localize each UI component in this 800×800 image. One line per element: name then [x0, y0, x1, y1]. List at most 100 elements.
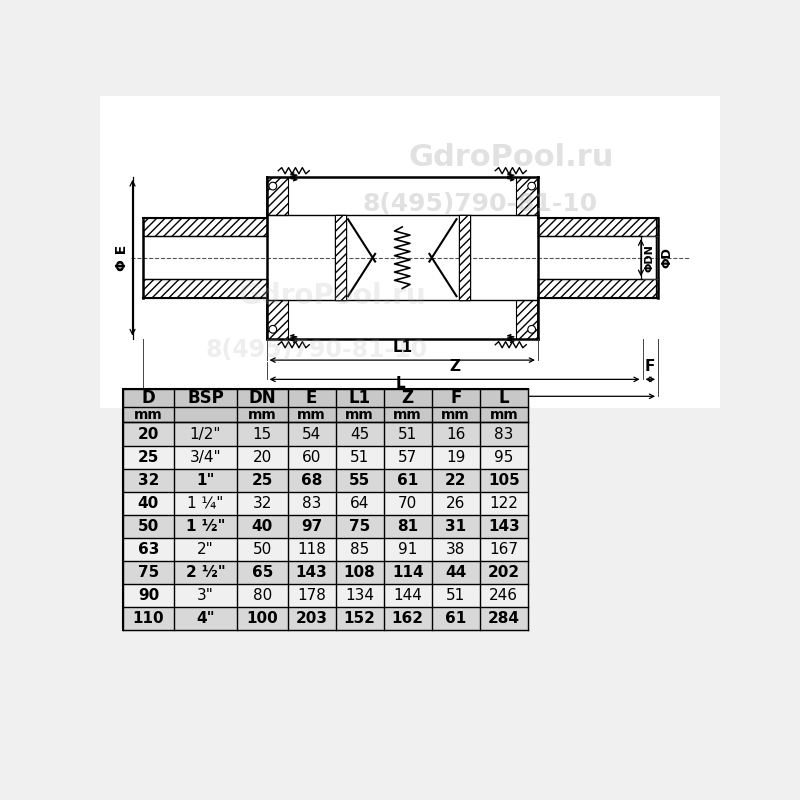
Text: 2 ½": 2 ½": [186, 565, 226, 580]
Text: 143: 143: [488, 519, 520, 534]
Text: 80: 80: [253, 588, 272, 603]
Text: 8(495)790-81-10: 8(495)790-81-10: [362, 192, 598, 216]
Text: D: D: [142, 389, 155, 407]
Bar: [516, 177, 538, 215]
Text: BSP: BSP: [187, 389, 224, 407]
Text: 44: 44: [445, 565, 466, 580]
Bar: [123, 515, 528, 538]
Text: 95: 95: [494, 450, 514, 465]
Text: 202: 202: [488, 565, 520, 580]
Bar: [123, 492, 528, 515]
Text: 40: 40: [252, 519, 273, 534]
Text: 178: 178: [297, 588, 326, 603]
Text: mm: mm: [134, 408, 163, 422]
Text: E: E: [306, 389, 318, 407]
Text: 32: 32: [138, 473, 159, 488]
Text: 118: 118: [297, 542, 326, 557]
Text: 25: 25: [252, 473, 273, 488]
Text: 144: 144: [394, 588, 422, 603]
Text: 1/2": 1/2": [190, 426, 221, 442]
Text: DN: DN: [249, 389, 276, 407]
Text: mm: mm: [346, 408, 374, 422]
Text: ΦDN: ΦDN: [645, 244, 655, 272]
Bar: [459, 215, 470, 300]
Bar: [516, 300, 538, 338]
Text: 50: 50: [253, 542, 272, 557]
Text: 167: 167: [490, 542, 518, 557]
Bar: [142, 218, 266, 236]
Text: mm: mm: [394, 408, 422, 422]
Bar: [123, 469, 528, 492]
Bar: [459, 215, 470, 300]
Text: 19: 19: [446, 450, 466, 465]
Text: 25: 25: [138, 450, 159, 465]
Bar: [142, 279, 266, 298]
Text: GdroPool.ru: GdroPool.ru: [238, 282, 426, 310]
Text: 64: 64: [350, 496, 370, 511]
Text: 122: 122: [490, 496, 518, 511]
Text: 3/4": 3/4": [190, 450, 222, 465]
Bar: [538, 279, 658, 298]
Text: 32: 32: [253, 496, 272, 511]
Text: 20: 20: [253, 450, 272, 465]
Text: 54: 54: [302, 426, 322, 442]
Bar: [123, 561, 528, 584]
Bar: [123, 584, 528, 607]
Text: 110: 110: [133, 611, 164, 626]
Text: 16: 16: [446, 426, 466, 442]
Text: L: L: [498, 389, 509, 407]
Text: 65: 65: [252, 565, 273, 580]
Text: 50: 50: [138, 519, 159, 534]
Text: mm: mm: [298, 408, 326, 422]
Bar: [123, 607, 528, 630]
Text: 90: 90: [138, 588, 159, 603]
Text: 134: 134: [345, 588, 374, 603]
Circle shape: [269, 326, 277, 333]
Text: 51: 51: [398, 426, 418, 442]
Text: ΦD: ΦD: [660, 247, 674, 268]
Text: Z: Z: [402, 389, 414, 407]
Text: 38: 38: [446, 542, 466, 557]
Text: L1: L1: [392, 340, 412, 354]
Text: 4": 4": [196, 611, 214, 626]
Text: 108: 108: [344, 565, 375, 580]
Text: 70: 70: [398, 496, 418, 511]
Text: 246: 246: [490, 588, 518, 603]
Text: 162: 162: [392, 611, 424, 626]
Circle shape: [528, 182, 535, 190]
Text: 57: 57: [398, 450, 418, 465]
Text: 83: 83: [302, 496, 322, 511]
Text: 20: 20: [138, 426, 159, 442]
Bar: [538, 218, 658, 236]
Text: mm: mm: [490, 408, 518, 422]
Text: 51: 51: [350, 450, 370, 465]
Text: 68: 68: [301, 473, 322, 488]
Text: 61: 61: [397, 473, 418, 488]
Text: 15: 15: [253, 426, 272, 442]
Text: GdroPool.ru: GdroPool.ru: [408, 143, 614, 172]
Text: 22: 22: [445, 473, 466, 488]
Text: 1 ¼": 1 ¼": [187, 496, 223, 511]
Text: 26: 26: [446, 496, 466, 511]
Text: 2": 2": [197, 542, 214, 557]
Text: mm: mm: [442, 408, 470, 422]
Text: 143: 143: [296, 565, 327, 580]
Text: 75: 75: [138, 565, 159, 580]
Bar: [335, 215, 346, 300]
Text: 97: 97: [301, 519, 322, 534]
Text: 91: 91: [398, 542, 418, 557]
Text: 40: 40: [138, 496, 159, 511]
Text: L1: L1: [349, 389, 370, 407]
Text: 55: 55: [349, 473, 370, 488]
Bar: [123, 538, 528, 561]
Bar: [266, 300, 288, 338]
Text: 75: 75: [349, 519, 370, 534]
Text: 152: 152: [344, 611, 375, 626]
Text: 1": 1": [196, 473, 214, 488]
Bar: [123, 389, 528, 422]
Text: 81: 81: [397, 519, 418, 534]
Bar: [335, 215, 346, 300]
Text: F: F: [450, 389, 462, 407]
Text: 31: 31: [445, 519, 466, 534]
Bar: [100, 96, 720, 408]
